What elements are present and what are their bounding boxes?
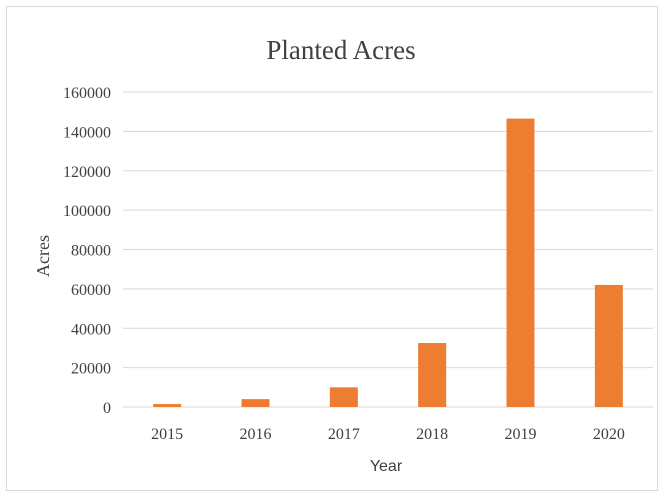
bar-2018 xyxy=(418,343,447,407)
y-axis-label: Acres xyxy=(33,235,53,277)
y-tick-label: 100000 xyxy=(63,203,111,220)
y-axis-tick-labels: 0 20000 40000 60000 80000 100000 120000 140000 1… xyxy=(63,85,111,417)
bar-chart: Planted Acres 0 20000 40000 60000 80000 10000… xyxy=(33,35,653,475)
x-axis-tick-labels: 2015 2016 2017 2018 2019 2020 xyxy=(151,426,625,443)
y-tick-label: 40000 xyxy=(71,321,111,338)
bar-2019 xyxy=(506,118,535,407)
chart-frame: Planted Acres 0 20000 40000 60000 80000 10000… xyxy=(6,6,658,491)
y-tick-label: 80000 xyxy=(71,243,111,260)
x-axis-label: Year xyxy=(370,458,403,475)
y-tick-label: 20000 xyxy=(71,361,111,378)
y-tick-label: 160000 xyxy=(63,85,111,102)
x-tick-label: 2017 xyxy=(328,426,360,443)
gridlines xyxy=(123,91,653,408)
bar-2017 xyxy=(329,387,358,407)
x-tick-label: 2019 xyxy=(505,426,537,443)
y-tick-label: 120000 xyxy=(63,164,111,181)
x-tick-label: 2016 xyxy=(240,426,272,443)
x-tick-label: 2018 xyxy=(416,426,448,443)
y-tick-label: 0 xyxy=(103,400,111,417)
chart-title: Planted Acres xyxy=(266,35,415,65)
x-tick-label: 2020 xyxy=(593,426,625,443)
bar-2020 xyxy=(594,284,623,407)
x-tick-label: 2015 xyxy=(151,426,183,443)
y-tick-label: 60000 xyxy=(71,282,111,299)
bars xyxy=(153,118,623,407)
y-tick-label: 140000 xyxy=(63,124,111,141)
bar-2015 xyxy=(153,404,182,407)
bar-2016 xyxy=(241,399,270,407)
